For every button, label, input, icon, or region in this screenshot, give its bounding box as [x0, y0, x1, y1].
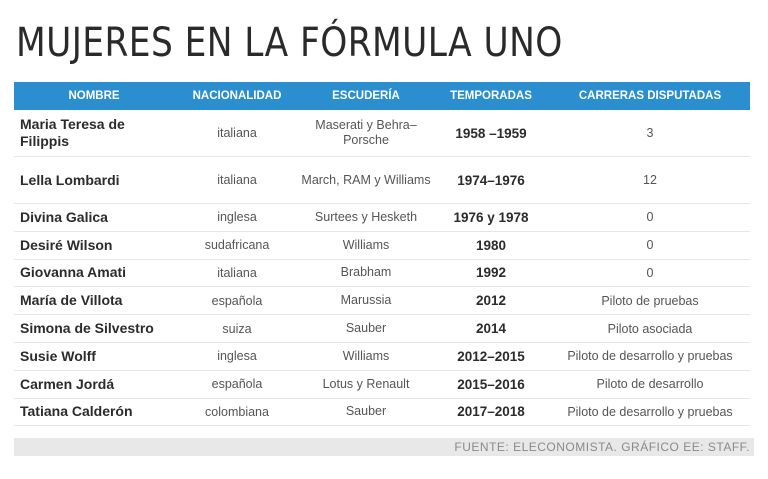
cell-name: Carmen Jordá [20, 375, 115, 392]
table-row: María de Villota española Marussia 2012 … [14, 287, 750, 316]
cell-races: Piloto de desarrollo y pruebas [567, 404, 733, 419]
cell-team: Marussia [340, 293, 392, 308]
cell-seasons: 2015–2016 [457, 376, 525, 392]
table-row: Maria Teresa de Filippis italiana Masera… [14, 110, 750, 157]
cell-races: 12 [643, 173, 657, 187]
cell-races: Piloto de pruebas [601, 293, 699, 308]
cell-seasons: 2012 [475, 293, 507, 309]
header-races: CARRERAS DISPUTADAS [578, 90, 722, 102]
cell-team: Williams [342, 237, 390, 252]
cell-races: 0 [646, 210, 654, 225]
cell-nationality: inglesa [217, 349, 257, 364]
cell-name: Tatiana Calderón [20, 403, 133, 420]
cell-seasons: 1992 [475, 265, 507, 281]
table-row: Susie Wolff inglesa Williams 2012–2015 P… [14, 343, 750, 371]
page-title: MUJERES EN LA FÓRMULA UNO [16, 20, 563, 66]
cell-team: Sauber [345, 321, 387, 336]
cell-name: Susie Wolff [20, 347, 96, 364]
cell-seasons: 1958 –1959 [455, 125, 527, 141]
cell-seasons: 1974–1976 [457, 172, 525, 188]
table-row: Simona de Silvestro suiza Sauber 2014 Pi… [14, 315, 750, 343]
cell-seasons: 2012–2015 [457, 348, 525, 364]
cell-team: March, RAM y Williams [301, 172, 431, 187]
cell-races: Piloto de desarrollo y pruebas [567, 349, 733, 364]
cell-races: 3 [646, 126, 654, 140]
header-team: ESCUDERÍA [332, 89, 400, 102]
cell-races: 0 [646, 238, 654, 253]
cell-nationality: española [211, 377, 263, 392]
cell-seasons: 1980 [475, 237, 507, 253]
cell-races: 0 [646, 265, 654, 280]
cell-name: Desiré Wilson [20, 236, 113, 253]
cell-seasons: 2014 [475, 321, 507, 337]
source-footer: FUENTE: ELECONOMISTA. GRÁFICO EE: STAFF. [14, 438, 754, 456]
cell-name: Divina Galica [20, 208, 108, 225]
table-row: Lella Lombardi italiana March, RAM y Wil… [14, 157, 750, 204]
table-row: Tatiana Calderón colombiana Sauber 2017–… [14, 399, 750, 427]
cell-name: Maria Teresa de Filippis [20, 116, 125, 149]
cell-team: Williams [342, 348, 390, 363]
header-nationality: NACIONALIDAD [192, 90, 282, 102]
header-seasons: TEMPORADAS [450, 90, 532, 102]
cell-name: Lella Lombardi [20, 171, 120, 188]
cell-nationality: colombiana [205, 404, 269, 419]
cell-nationality: italiana [217, 173, 257, 187]
table-row: Divina Galica inglesa Surtees y Hesketh … [14, 204, 750, 232]
table-header: NOMBRE NACIONALIDAD ESCUDERÍA TEMPORADAS… [14, 82, 750, 110]
cell-races: Piloto asociada [607, 321, 693, 336]
cell-nationality: española [211, 293, 263, 308]
cell-seasons: 1976 y 1978 [453, 209, 529, 225]
cell-nationality: suiza [222, 321, 252, 336]
table-row: Desiré Wilson sudafricana Williams 1980 … [14, 232, 750, 260]
header-name: NOMBRE [68, 89, 120, 102]
table-row: Carmen Jordá española Lotus y Renault 20… [14, 371, 750, 399]
cell-nationality: italiana [217, 265, 257, 280]
cell-team: Lotus y Renault [322, 376, 410, 391]
cell-team: Maserati y Behra–Porsche [315, 118, 417, 147]
cell-nationality: inglesa [217, 210, 257, 225]
cell-name: María de Villota [20, 292, 123, 309]
cell-team: Surtees y Hesketh [314, 209, 418, 224]
cell-team: Sauber [345, 404, 387, 419]
cell-name: Simona de Silvestro [20, 320, 154, 337]
cell-races: Piloto de desarrollo [596, 377, 704, 392]
cell-seasons: 2017–2018 [457, 404, 525, 420]
cell-nationality: italiana [217, 126, 257, 140]
drivers-table: NOMBRE NACIONALIDAD ESCUDERÍA TEMPORADAS… [14, 82, 750, 427]
cell-name: Giovanna Amati [20, 264, 127, 281]
cell-nationality: sudafricana [204, 238, 270, 253]
cell-team: Brabham [340, 265, 392, 280]
table-row: Giovanna Amati italiana Brabham 1992 0 [14, 260, 750, 288]
